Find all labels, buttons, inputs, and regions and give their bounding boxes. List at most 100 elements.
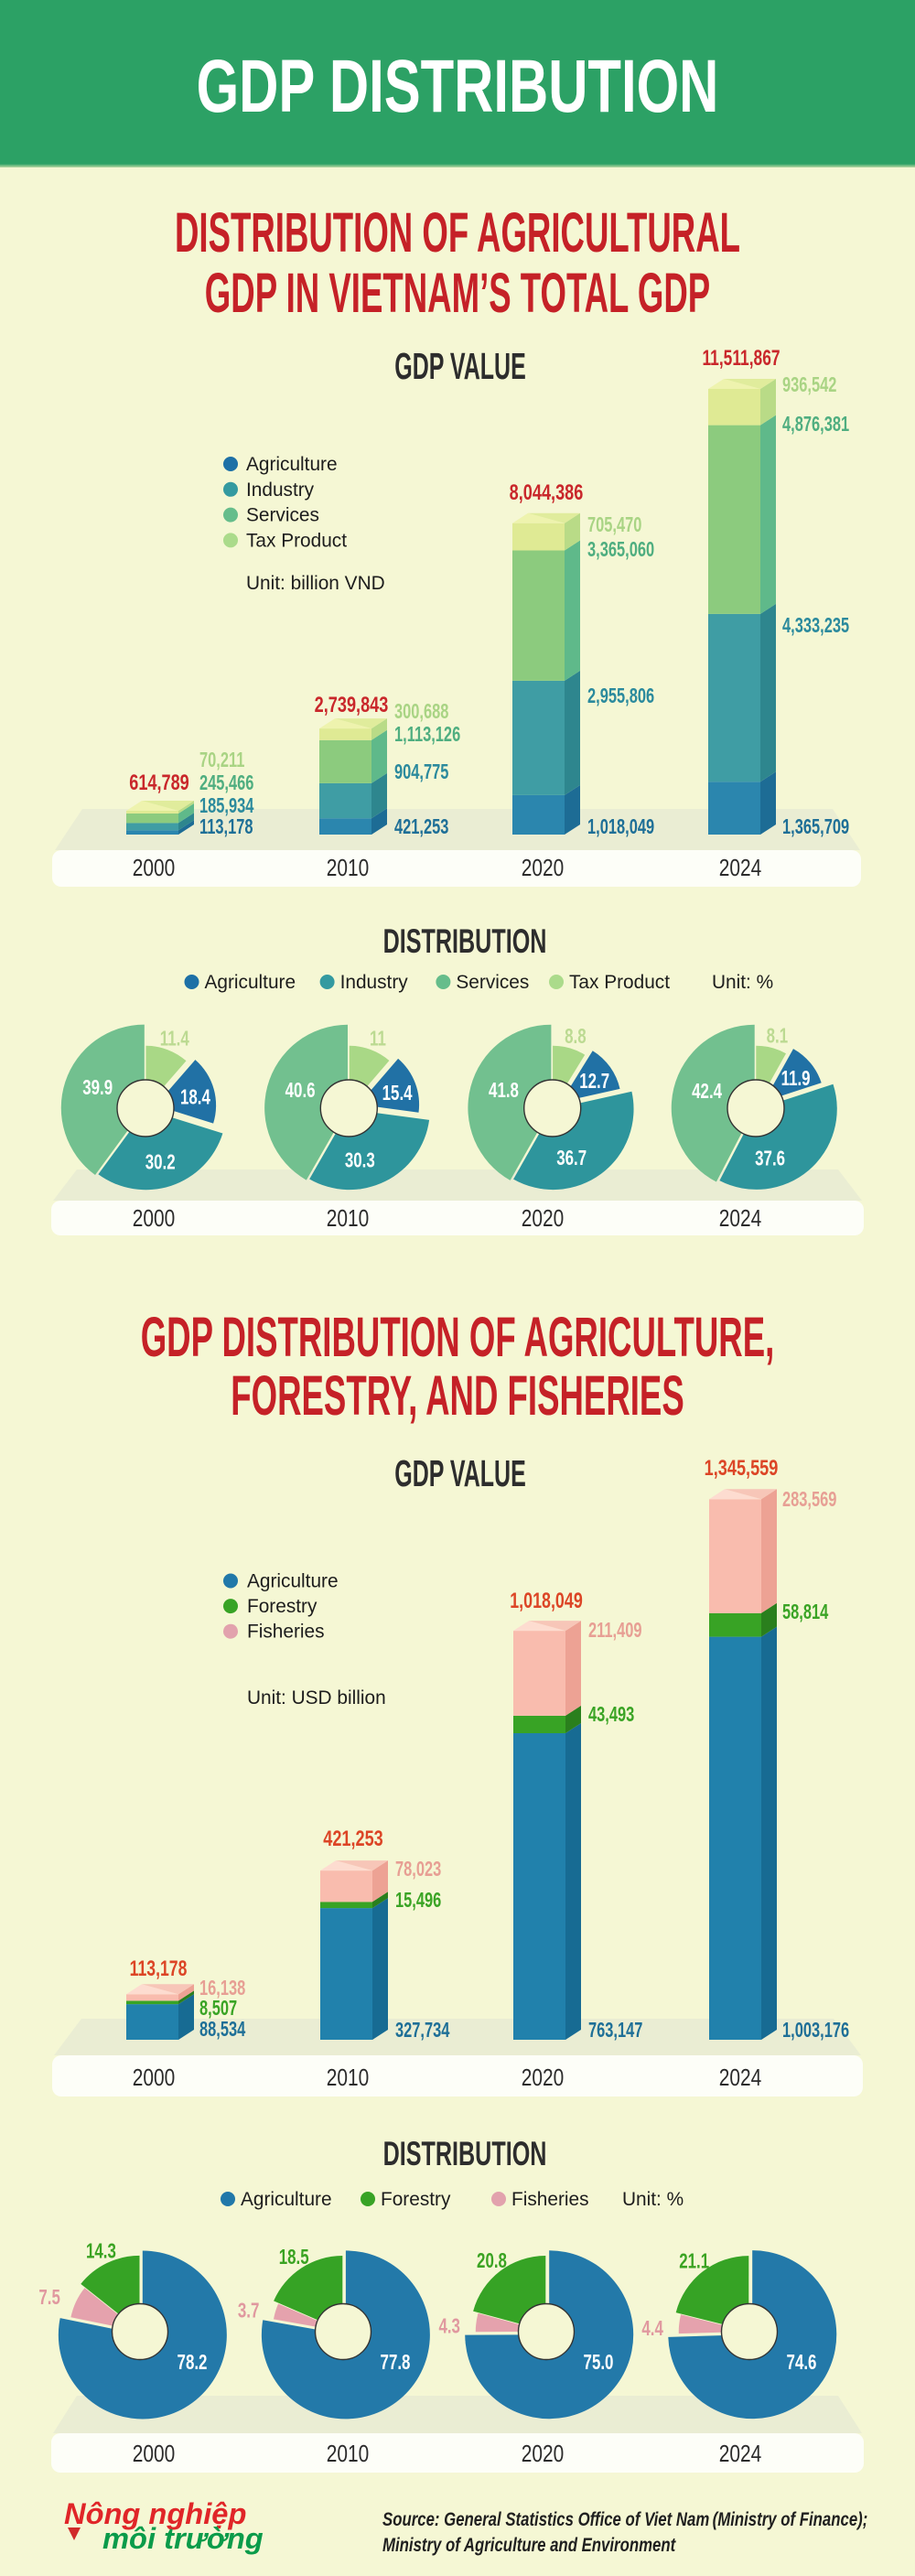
svg-text:705,470: 705,470	[587, 513, 641, 536]
svg-text:15,496: 15,496	[395, 1889, 441, 1912]
svg-text:Fisheries: Fisheries	[511, 2189, 589, 2210]
svg-text:421,253: 421,253	[323, 1825, 383, 1850]
svg-text:GDP VALUE: GDP VALUE	[394, 346, 526, 388]
svg-text:8.1: 8.1	[767, 1024, 789, 1048]
svg-text:3.7: 3.7	[238, 2299, 260, 2323]
svg-text:18.4: 18.4	[180, 1085, 210, 1109]
svg-text:1,345,559: 1,345,559	[705, 1454, 779, 1480]
svg-text:185,934: 185,934	[199, 794, 254, 817]
svg-text:58,814: 58,814	[782, 1601, 829, 1623]
svg-text:4,876,381: 4,876,381	[782, 413, 849, 436]
svg-text:78,023: 78,023	[395, 1858, 441, 1881]
svg-text:936,542: 936,542	[782, 373, 836, 396]
svg-text:Ministry of Agriculture and En: Ministry of Agriculture and Environment	[382, 2535, 676, 2556]
svg-text:1,003,176: 1,003,176	[782, 2019, 849, 2042]
svg-text:Unit: billion VND: Unit: billion VND	[246, 573, 385, 594]
svg-text:18.5: 18.5	[279, 2245, 309, 2269]
svg-text:Industry: Industry	[340, 972, 409, 993]
svg-text:4.3: 4.3	[438, 2314, 460, 2338]
svg-text:Unit: %: Unit: %	[622, 2189, 684, 2210]
svg-text:GDP VALUE: GDP VALUE	[394, 1453, 526, 1495]
svg-text:2020: 2020	[522, 855, 565, 880]
svg-text:77.8: 77.8	[381, 2350, 411, 2374]
svg-text:1,113,126: 1,113,126	[394, 723, 460, 746]
svg-text:Industry: Industry	[246, 480, 315, 501]
svg-text:Agriculture: Agriculture	[241, 2189, 332, 2210]
svg-text:75.0: 75.0	[584, 2350, 614, 2374]
svg-text:2010: 2010	[327, 855, 370, 880]
svg-text:1,018,049: 1,018,049	[587, 815, 654, 838]
svg-text:11.4: 11.4	[160, 1027, 189, 1051]
svg-text:904,775: 904,775	[394, 760, 448, 783]
svg-text:Nông nghiệp: Nông nghiệp	[64, 2497, 246, 2530]
svg-text:1,365,709: 1,365,709	[782, 815, 849, 838]
svg-text:Agriculture: Agriculture	[247, 1570, 339, 1591]
svg-text:43,493: 43,493	[588, 1703, 634, 1726]
svg-text:2000: 2000	[133, 2441, 176, 2466]
svg-text:2020: 2020	[522, 2441, 565, 2466]
svg-text:2000: 2000	[133, 855, 176, 880]
svg-text:2000: 2000	[133, 2064, 176, 2090]
svg-text:môi trường: môi trường	[102, 2522, 264, 2555]
svg-text:30.3: 30.3	[345, 1148, 375, 1172]
svg-text:Agriculture: Agriculture	[205, 972, 296, 993]
svg-text:2,955,806: 2,955,806	[587, 684, 654, 707]
svg-text:3,365,060: 3,365,060	[587, 538, 654, 561]
svg-text:1,018,049: 1,018,049	[510, 1588, 583, 1612]
svg-text:14.3: 14.3	[86, 2239, 116, 2263]
svg-text:4,333,235: 4,333,235	[782, 614, 849, 637]
svg-text:327,734: 327,734	[395, 2019, 450, 2042]
svg-text:88,534: 88,534	[199, 2018, 246, 2041]
svg-text:Unit: USD billion: Unit: USD billion	[247, 1687, 386, 1708]
svg-text:2,739,843: 2,739,843	[315, 691, 389, 717]
svg-text:Forestry: Forestry	[247, 1596, 318, 1617]
svg-text:Tax Product: Tax Product	[569, 972, 670, 993]
svg-text:GDP DISTRIBUTION OF AGRICULTUR: GDP DISTRIBUTION OF AGRICULTURE,	[141, 1305, 775, 1368]
svg-text:8,507: 8,507	[199, 1997, 237, 2020]
svg-text:DISTRIBUTION: DISTRIBUTION	[383, 922, 547, 960]
svg-text:7.5: 7.5	[38, 2285, 60, 2309]
svg-text:30.2: 30.2	[145, 1150, 176, 1174]
svg-text:GDP DISTRIBUTION: GDP DISTRIBUTION	[197, 45, 719, 128]
svg-text:39.9: 39.9	[82, 1075, 113, 1099]
svg-text:4.4: 4.4	[641, 2316, 663, 2340]
svg-text:16,138: 16,138	[199, 1977, 245, 1999]
svg-text:2024: 2024	[719, 2441, 762, 2466]
svg-text:Tax Product: Tax Product	[246, 530, 347, 551]
svg-text:11: 11	[370, 1027, 386, 1051]
svg-text:74.6: 74.6	[787, 2350, 817, 2374]
svg-text:11.9: 11.9	[781, 1066, 811, 1090]
svg-text:11,511,867: 11,511,867	[702, 345, 780, 371]
svg-text:421,253: 421,253	[394, 815, 448, 838]
svg-text:DISTRIBUTION: DISTRIBUTION	[383, 2134, 547, 2172]
svg-text:2024: 2024	[719, 855, 762, 880]
svg-text:211,409: 211,409	[588, 1619, 642, 1642]
svg-text:78.2: 78.2	[178, 2350, 208, 2374]
svg-text:2010: 2010	[327, 1205, 370, 1231]
svg-text:Source: General Statistics Off: Source: General Statistics Office of Vie…	[382, 2509, 867, 2530]
svg-text:Fisheries: Fisheries	[247, 1621, 325, 1642]
svg-text:37.6: 37.6	[755, 1147, 785, 1170]
svg-text:Services: Services	[456, 972, 529, 993]
svg-text:2024: 2024	[719, 1205, 762, 1231]
svg-text:DISTRIBUTION OF AGRICULTURAL: DISTRIBUTION OF AGRICULTURAL	[175, 200, 740, 264]
svg-text:8,044,386: 8,044,386	[510, 479, 584, 504]
svg-text:FORESTRY, AND FISHERIES: FORESTRY, AND FISHERIES	[231, 1363, 684, 1427]
svg-text:300,688: 300,688	[394, 700, 448, 723]
svg-text:283,569: 283,569	[782, 1488, 836, 1511]
svg-text:Services: Services	[246, 504, 319, 525]
svg-text:2020: 2020	[522, 1205, 565, 1231]
svg-text:GDP IN VIETNAM’S TOTAL GDP: GDP IN VIETNAM’S TOTAL GDP	[205, 261, 710, 324]
svg-text:Forestry: Forestry	[381, 2189, 451, 2210]
svg-text:70,211: 70,211	[199, 749, 244, 771]
svg-text:Unit: %: Unit: %	[712, 972, 773, 993]
svg-text:113,178: 113,178	[130, 1956, 188, 1981]
svg-text:8.8: 8.8	[565, 1025, 587, 1049]
svg-text:42.4: 42.4	[692, 1079, 722, 1103]
svg-text:15.4: 15.4	[382, 1081, 413, 1105]
svg-text:2000: 2000	[133, 1205, 176, 1231]
svg-text:245,466: 245,466	[199, 771, 253, 794]
svg-text:763,147: 763,147	[588, 2019, 642, 2042]
svg-text:12.7: 12.7	[579, 1070, 609, 1094]
svg-text:21.1: 21.1	[679, 2249, 709, 2273]
